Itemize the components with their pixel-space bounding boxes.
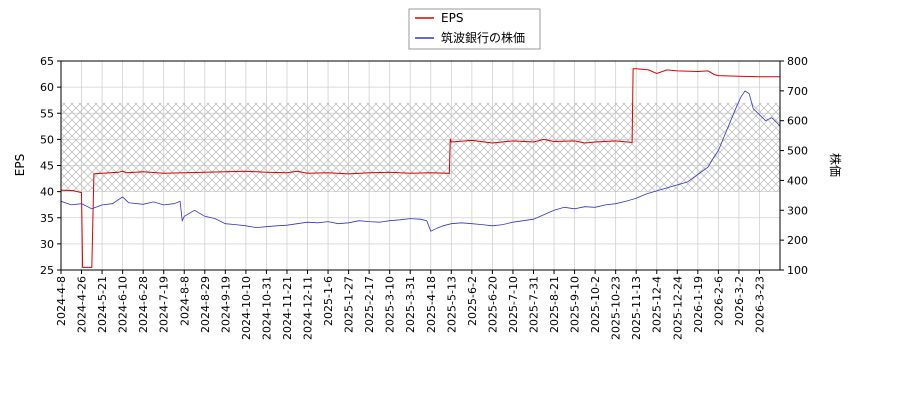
y-left-tick-label: 50 — [40, 133, 54, 146]
x-tick-label: 2024-9-19 — [219, 276, 232, 333]
x-tick-label: 2024-7-19 — [158, 276, 171, 333]
y-left-tick-label: 30 — [40, 238, 54, 251]
x-tick-label: 2025-2-17 — [363, 276, 376, 333]
x-tick-label: 2025-12-24 — [671, 276, 684, 340]
y-left-axis-title: EPS — [13, 154, 27, 176]
x-tick-label: 2025-12-4 — [651, 276, 664, 333]
x-tick-label: 2025-5-13 — [445, 276, 458, 333]
x-tick-label: 2024-4-8 — [55, 276, 68, 326]
y-right-axis-title: 株価 — [828, 153, 843, 177]
hatched-band — [61, 102, 780, 192]
y-left-axis: 25 30 35 40 45 50 55 60 65 — [40, 55, 61, 277]
x-tick-label: 2026-1-19 — [692, 276, 705, 333]
x-tick-label: 2024-10-10 — [240, 276, 253, 340]
x-tick-label: 2024-6-10 — [117, 276, 130, 333]
legend-box — [408, 8, 541, 50]
x-tick-label: 2025-1-27 — [343, 276, 356, 333]
y-left-tick-label: 25 — [40, 264, 54, 277]
x-tick-label: 2025-7-31 — [527, 276, 540, 333]
y-right-tick-label: 400 — [787, 174, 808, 187]
x-tick-label: 2026-3-2 — [733, 276, 746, 326]
x-tick-label: 2024-8-29 — [199, 276, 212, 333]
y-right-tick-label: 600 — [787, 115, 808, 128]
y-right-tick-label: 700 — [787, 85, 808, 98]
legend: EPS 筑波銀行の株価 — [408, 8, 541, 50]
legend-label-eps: EPS — [441, 11, 463, 25]
x-tick-label: 2025-7-10 — [507, 276, 520, 333]
x-tick-label: 2025-6-2 — [466, 276, 479, 326]
x-tick-label: 2025-10-23 — [610, 276, 623, 340]
x-tick-label: 2026-3-23 — [753, 276, 766, 333]
y-right-tick-label: 800 — [787, 55, 808, 68]
x-tick-label: 2024-8-8 — [178, 276, 191, 326]
y-right-axis: 100 200 300 400 500 600 700 800 — [780, 55, 808, 277]
y-left-tick-label: 60 — [40, 81, 54, 94]
x-tick-label: 2025-11-13 — [630, 276, 643, 340]
series-layer — [61, 68, 780, 268]
x-tick-label: 2025-9-10 — [569, 276, 582, 333]
x-tick-label: 2025-10-2 — [589, 276, 602, 333]
y-left-tick-label: 40 — [40, 186, 54, 199]
x-tick-label: 2025-3-10 — [384, 276, 397, 333]
x-tick-label: 2024-4-26 — [76, 276, 89, 333]
legend-label-price: 筑波銀行の株価 — [441, 30, 525, 45]
x-tick-label: 2025-6-20 — [486, 276, 499, 333]
y-right-tick-label: 100 — [787, 264, 808, 277]
x-tick-label: 2024-5-21 — [96, 276, 109, 333]
series-line-price — [61, 90, 780, 232]
y-left-tick-label: 65 — [40, 55, 54, 68]
y-left-tick-label: 45 — [40, 160, 54, 173]
x-tick-label: 2024-11-21 — [281, 276, 294, 340]
y-left-tick-label: 35 — [40, 212, 54, 225]
y-left-tick-label: 55 — [40, 107, 54, 120]
x-tick-label: 2025-3-31 — [404, 276, 417, 333]
series-line-eps — [61, 68, 780, 268]
x-tick-label: 2024-6-28 — [137, 276, 150, 333]
x-tick-label: 2025-4-18 — [425, 276, 438, 333]
y-right-tick-label: 300 — [787, 204, 808, 217]
x-axis: 2024-4-8 2024-4-26 2024-5-21 2024-6-10 2024-… — [55, 270, 766, 340]
x-tick-label: 2024-12-11 — [302, 276, 315, 340]
x-tick-label: 2024-10-31 — [260, 276, 273, 340]
y-right-tick-label: 200 — [787, 234, 808, 247]
x-tick-label: 2025-1-6 — [322, 276, 335, 326]
x-tick-label: 2025-8-21 — [548, 276, 561, 333]
y-right-tick-label: 500 — [787, 145, 808, 158]
x-tick-label: 2026-2-6 — [712, 276, 725, 326]
